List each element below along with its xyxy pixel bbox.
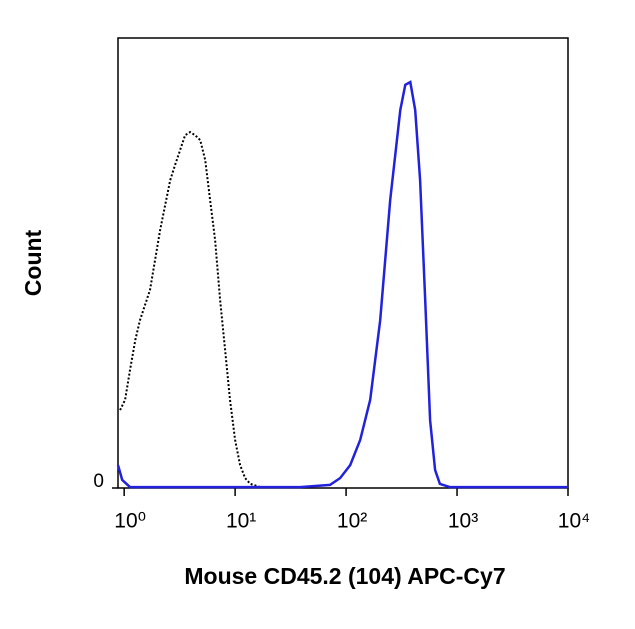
y-tick-label: 0	[93, 471, 104, 492]
x-tick-label: 10⁴	[558, 510, 590, 533]
x-tick-label: 10¹	[226, 510, 256, 533]
histogram-line	[116, 80, 568, 489]
plot-frame	[117, 37, 569, 489]
x-axis-label: Mouse CD45.2 (104) APC-Cy7	[184, 563, 505, 589]
y-axis-label: Count	[20, 229, 46, 296]
x-tick-label: 10³	[448, 510, 478, 533]
histogram-line	[119, 130, 261, 489]
x-tick-label: 10⁰	[114, 510, 146, 533]
x-tick-label: 10²	[337, 510, 367, 533]
